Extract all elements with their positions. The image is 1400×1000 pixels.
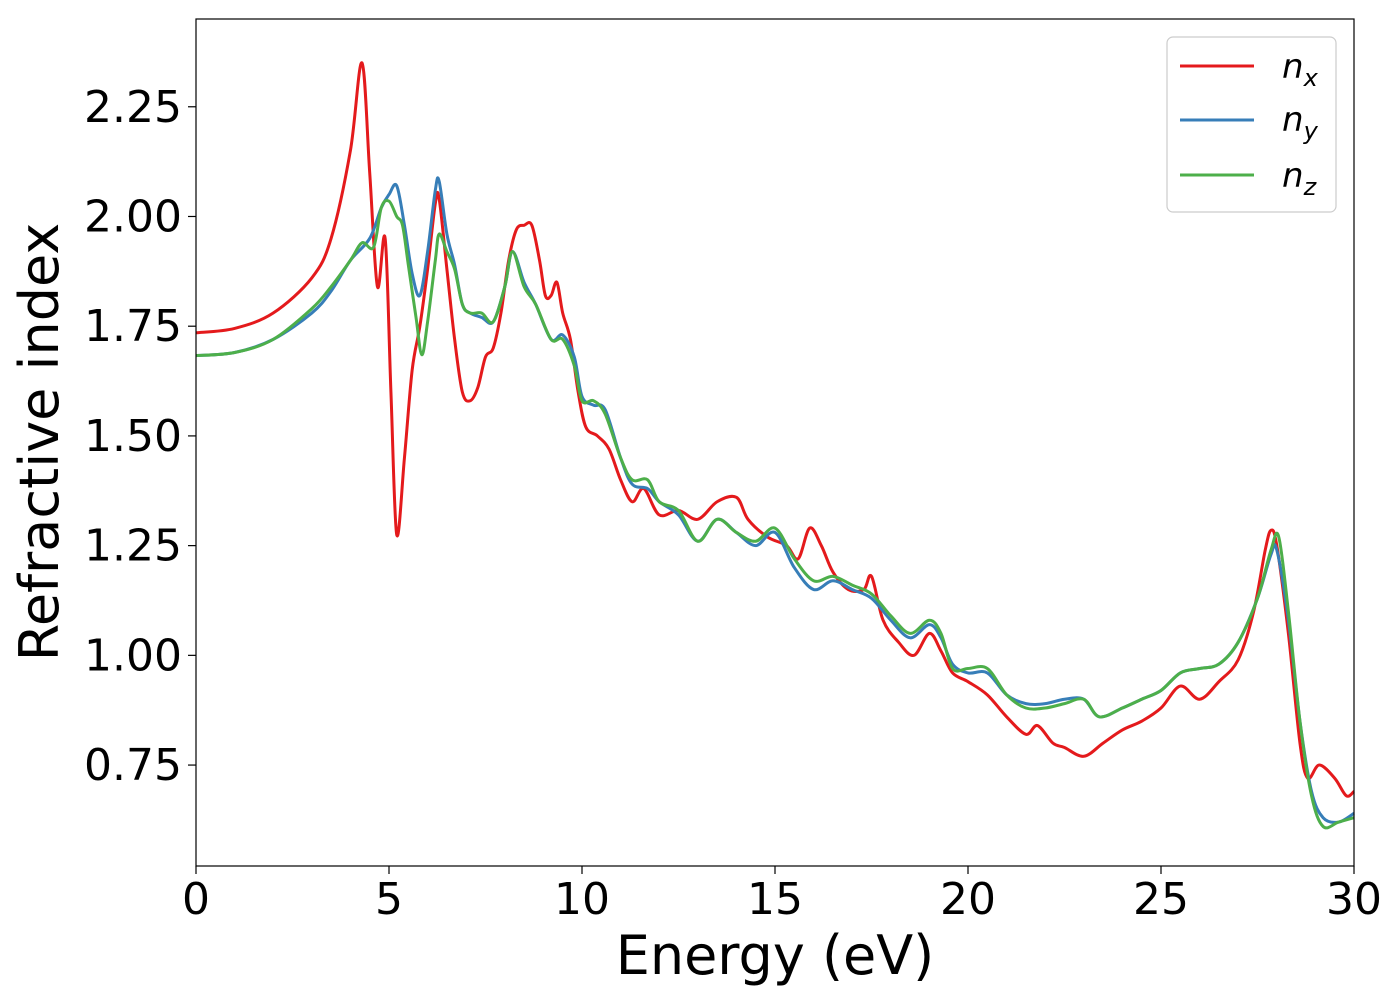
legend-label-nz-sub: z — [1303, 173, 1318, 201]
legend-box — [1166, 36, 1337, 213]
y-axis-label: Refractive index — [8, 223, 71, 662]
x-tick-label: 20 — [940, 874, 996, 925]
y-tick-label: 2.00 — [84, 191, 182, 242]
x-axis-ticks: 0 5 10 15 20 25 30 — [182, 866, 1382, 925]
legend-label-nx: nx — [1282, 47, 1319, 92]
legend-label-nz-base: n — [1282, 156, 1304, 196]
y-tick-label: 0.75 — [84, 740, 182, 791]
x-tick-label: 0 — [182, 874, 210, 925]
legend-label-ny-base: n — [1282, 100, 1304, 140]
legend-label-nz: nz — [1282, 156, 1318, 201]
y-axis-ticks: 0.75 1.00 1.25 1.50 1.75 2.00 2.25 — [84, 82, 196, 791]
x-axis-label: Energy (eV) — [616, 924, 935, 987]
x-tick-label: 25 — [1133, 874, 1189, 925]
plot-area — [195, 18, 1355, 867]
legend-label-nx-base: n — [1282, 47, 1304, 87]
x-tick-label: 15 — [747, 874, 803, 925]
y-tick-label: 1.00 — [84, 630, 182, 681]
y-tick-label: 1.25 — [84, 521, 182, 572]
legend-label-nx-sub: x — [1303, 64, 1319, 92]
x-tick-label: 30 — [1326, 874, 1382, 925]
y-tick-label: 2.25 — [84, 82, 182, 133]
series-line-nz — [195, 198, 1355, 830]
series-layer — [195, 61, 1355, 830]
legend-label-ny-sub: y — [1303, 117, 1319, 145]
series-line-nx — [195, 61, 1355, 798]
legend: nx ny nz — [1166, 36, 1337, 213]
y-tick-label: 1.75 — [84, 301, 182, 352]
x-tick-label: 10 — [554, 874, 610, 925]
y-tick-label: 1.50 — [84, 411, 182, 462]
x-tick-label: 5 — [375, 874, 403, 925]
legend-label-ny: ny — [1282, 100, 1319, 145]
